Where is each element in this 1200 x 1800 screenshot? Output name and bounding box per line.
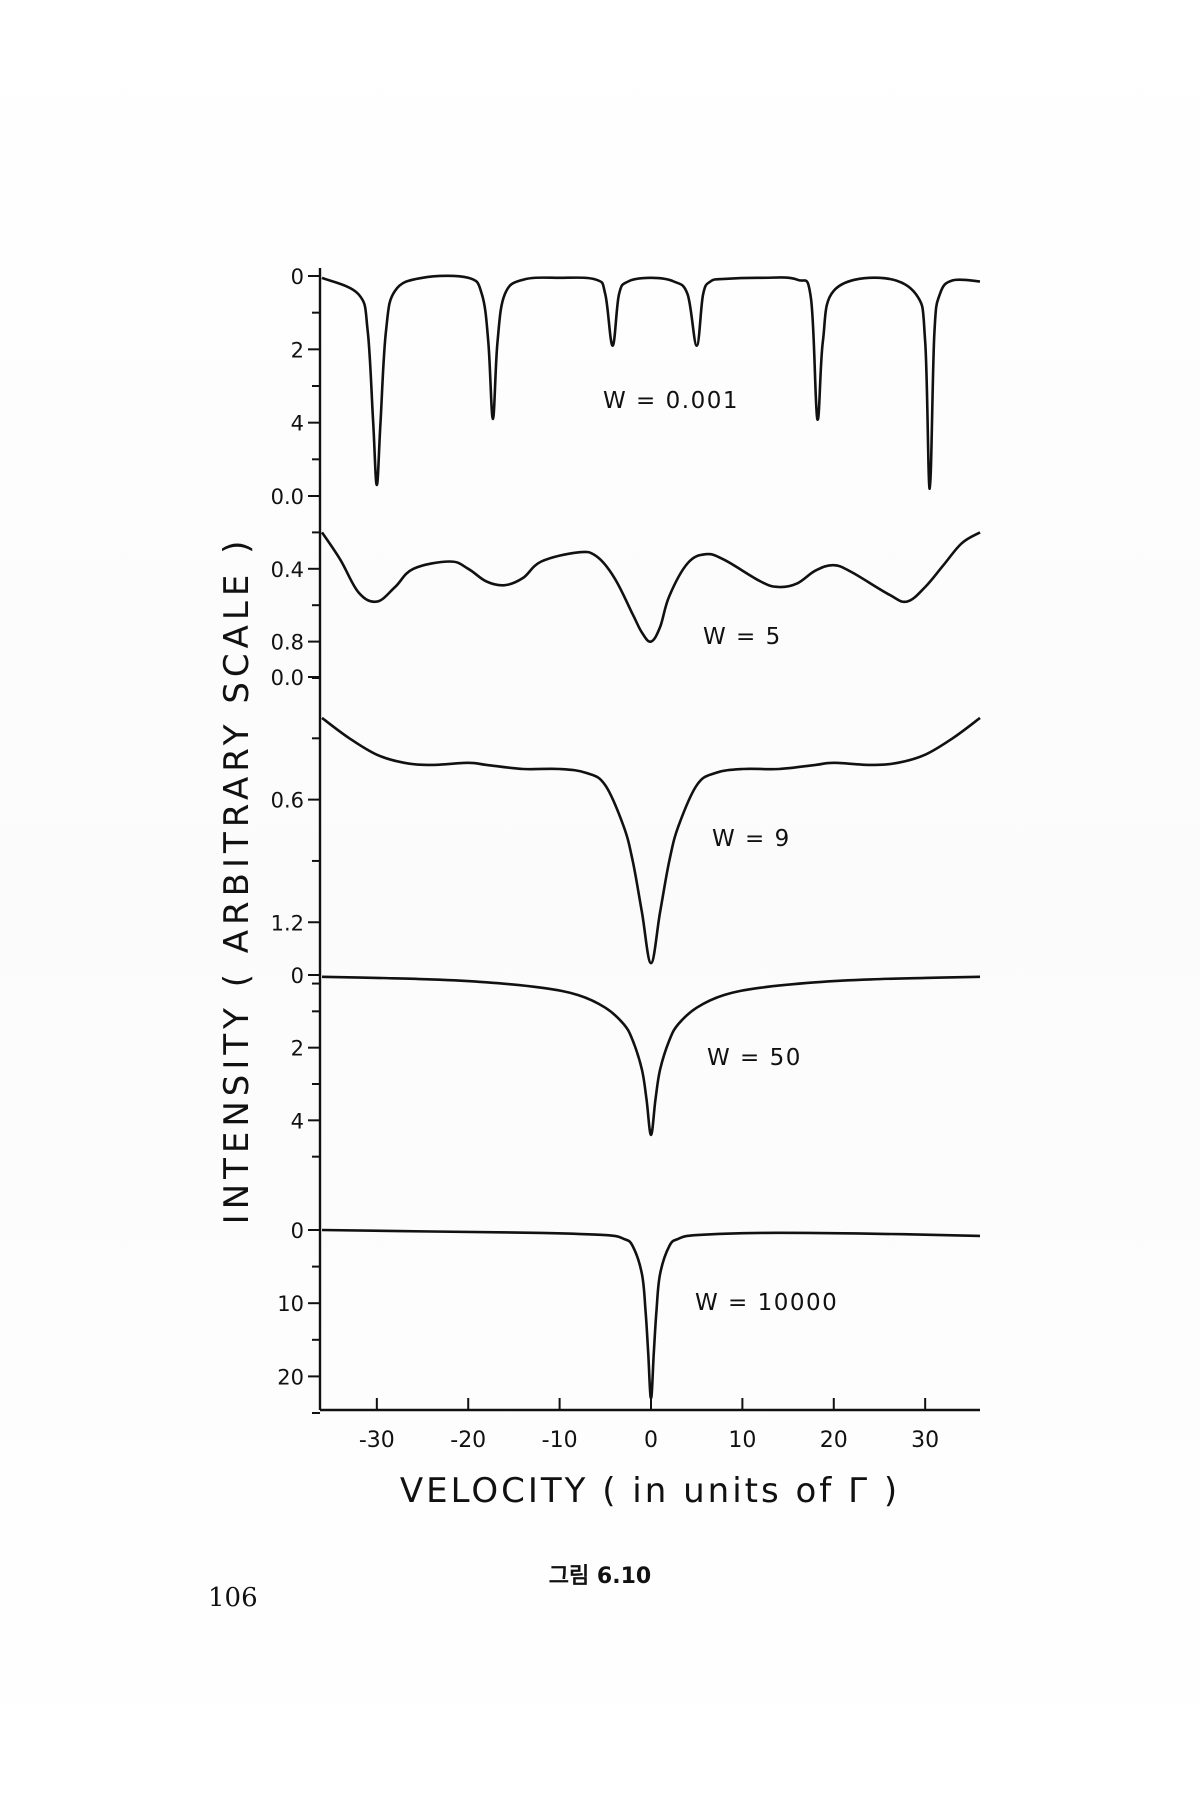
x-tick-label: -20	[450, 1428, 486, 1453]
y-tick-label: 0	[291, 964, 304, 988]
x-tick-label: 0	[644, 1428, 658, 1453]
y-tick-label: 2	[291, 1037, 304, 1061]
series-line	[320, 531, 981, 643]
panel-annotation: W = 10000	[695, 1290, 838, 1316]
x-tick-label: 10	[728, 1428, 756, 1453]
y-axis-label: INTENSITY ( ARBITRARY SCALE )	[217, 536, 257, 1225]
panel-annotation: W = 0.001	[603, 388, 739, 414]
series-line	[321, 716, 981, 965]
y-tick-label: 2	[291, 338, 304, 362]
series-line	[321, 1228, 981, 1400]
series-line	[321, 975, 981, 1137]
panel-annotation: W = 50	[707, 1045, 802, 1071]
x-tick-label: -30	[359, 1428, 395, 1453]
y-tick-label: 20	[277, 1365, 304, 1389]
y-tick-label: 0.8	[271, 631, 304, 655]
x-tick-label: 30	[911, 1428, 939, 1453]
x-tick-label: 20	[820, 1428, 848, 1453]
series-line	[321, 274, 981, 491]
figure-caption: 그림 6.10	[548, 1564, 652, 1589]
x-axis-label: VELOCITY ( in units of Γ )	[400, 1471, 900, 1511]
panel-annotation: W = 9	[712, 826, 791, 852]
y-tick-label: 0	[291, 1219, 304, 1243]
y-tick-label: 0	[291, 265, 304, 289]
y-tick-label: 0.0	[271, 666, 304, 690]
y-tick-label: 4	[291, 1109, 304, 1133]
x-tick-label: -10	[542, 1428, 578, 1453]
y-tick-label: 4	[291, 412, 304, 436]
y-tick-label: 0.6	[271, 789, 304, 813]
y-tick-label: 1.2	[271, 911, 304, 935]
y-tick-label: 0.4	[271, 558, 304, 582]
y-tick-label: 10	[277, 1292, 304, 1316]
page-number: 106	[208, 1583, 258, 1613]
panel-annotation: W = 5	[703, 624, 782, 650]
y-tick-label: 0.0	[271, 485, 304, 509]
